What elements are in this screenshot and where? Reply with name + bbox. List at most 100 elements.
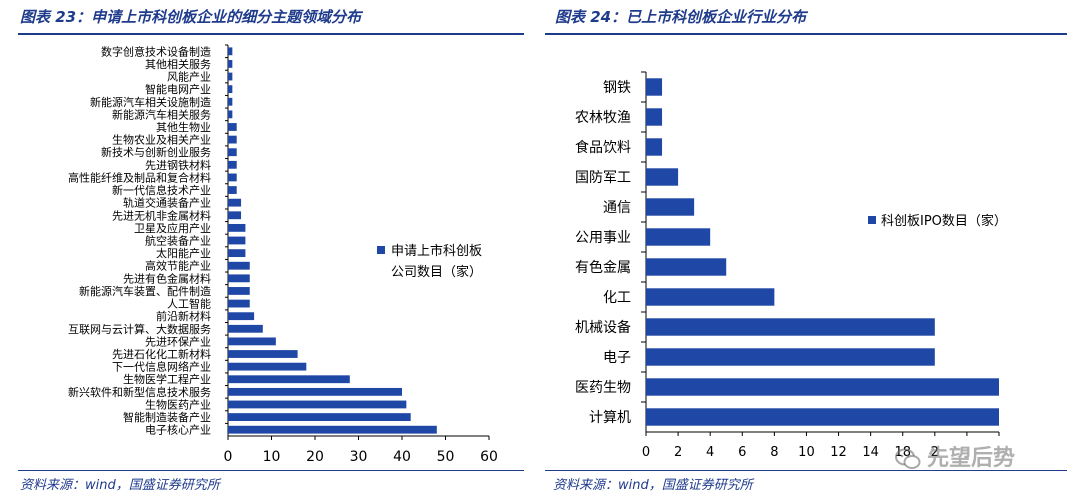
left-source-note: 资料来源：wind，国盛证券研究所 (20, 478, 220, 493)
left-category-label: 生物农业及相关产业 (112, 133, 211, 147)
left-category-label: 卫星及应用产业 (134, 221, 211, 235)
right-x-tick-label: 10 (798, 445, 815, 460)
wechat-icon (895, 448, 921, 469)
left-category-label: 人工智能 (167, 297, 211, 311)
right-bar-12 (646, 408, 999, 426)
left-bar-22 (228, 312, 255, 321)
left-bar-27 (228, 375, 350, 384)
right-legend-swatch (868, 216, 876, 224)
left-category-label: 太阳能产业 (156, 246, 211, 260)
right-category-label: 电子 (603, 350, 631, 366)
right-legend-label: 科创板IPO数目（家） (881, 213, 1007, 229)
left-category-label: 先进无机非金属材料 (112, 208, 211, 222)
left-category-label: 高效节能产业 (145, 259, 211, 273)
left-category-label: 生物医药产业 (145, 397, 211, 411)
left-category-label: 电子核心产业 (145, 423, 211, 437)
left-bar-20 (228, 287, 250, 295)
left-category-label: 先进有色金属材料 (123, 271, 211, 285)
left-category-label: 先进钢铁材料 (145, 158, 211, 172)
left-x-tick-label: 40 (393, 449, 411, 465)
left-category-label: 风能产业 (167, 70, 211, 84)
left-category-label: 新兴软件和新型信息技术服务 (68, 385, 211, 399)
right-category-label: 食品饮料 (575, 139, 631, 156)
left-legend-swatch (377, 246, 385, 254)
left-category-label: 智能制造装备产业 (123, 410, 211, 424)
left-bar-10 (228, 160, 237, 169)
left-source-rule (18, 470, 524, 471)
right-figure: 图表 24：已上市科创板企业行业分布 钢铁 农林牧渔 食品饮料 国防军工 通信 公用事业有… (545, 0, 1080, 503)
left-bar-6 (228, 110, 233, 119)
left-bar-16 (228, 236, 246, 245)
right-x-tick-label: 4 (706, 445, 714, 460)
right-category-label: 国防军工 (575, 170, 631, 186)
right-x-tick-label: 8 (770, 445, 778, 460)
left-category-label: 前沿新材料 (156, 309, 211, 323)
left-x-tick-label: 50 (437, 449, 455, 465)
right-category-label: 有色金属 (575, 259, 631, 276)
left-category-label: 其他生物业 (156, 120, 211, 134)
left-bar-12 (228, 186, 237, 194)
right-category-label: 机械设备 (575, 319, 631, 336)
left-bar-14 (228, 211, 242, 220)
left-bar-9 (228, 148, 237, 157)
right-category-label: 通信 (603, 200, 631, 216)
left-bar-17 (228, 249, 246, 258)
right-category-label: 钢铁 (603, 80, 631, 96)
left-category-label: 轨道交通装备产业 (123, 196, 211, 210)
left-category-label: 新能源汽车相关设施制造 (90, 95, 211, 109)
left-bar-31 (228, 425, 437, 434)
left-category-label: 先进环保产业 (145, 334, 211, 348)
right-x-tick-label: 2 (931, 445, 939, 460)
left-bar-4 (228, 85, 233, 94)
left-x-tick-label: 60 (480, 449, 498, 465)
left-bar-23 (228, 324, 263, 333)
right-category-label: 医药生物 (575, 380, 631, 396)
left-bar-1 (228, 47, 233, 56)
left-category-label: 生物医学工程产业 (123, 372, 211, 386)
left-bar-3 (228, 72, 233, 81)
right-category-label: 农林牧渔 (575, 110, 631, 126)
right-bar-3 (646, 138, 663, 156)
right-source-rule (545, 470, 1067, 471)
left-category-label: 互联网与云计算、大数据服务 (68, 322, 211, 336)
left-category-label: 数字创意技术设备制造 (101, 44, 211, 58)
left-bar-18 (228, 261, 250, 270)
left-x-tick-label: 30 (350, 449, 368, 465)
left-category-label: 高性能纤维及制品和复合材料 (68, 170, 211, 184)
right-category-label: 计算机 (589, 410, 631, 426)
left-bar-13 (228, 198, 242, 207)
left-bar-30 (228, 413, 411, 421)
left-title-rule (18, 33, 524, 35)
left-category-label: 新能源汽车相关服务 (112, 107, 211, 121)
left-bar-26 (228, 362, 307, 371)
left-category-label: 新能源汽车装置、配件制造 (79, 284, 211, 298)
left-bar-28 (228, 387, 402, 396)
left-category-label: 智能电网产业 (145, 82, 211, 96)
left-bar-7 (228, 123, 237, 131)
left-bar-24 (228, 337, 276, 346)
right-bar-6 (646, 228, 711, 246)
right-bar-8 (646, 288, 775, 306)
left-bar-chart: 数字创意技术设备制造其他相关服务风能产业智能电网产业新能源汽车相关设施制造新能源… (68, 44, 498, 465)
right-source-note: 资料来源：wind，国盛证券研究所 (553, 478, 753, 493)
right-bar-7 (646, 258, 727, 276)
left-bar-29 (228, 400, 407, 409)
right-bar-5 (646, 198, 695, 216)
left-x-tick-label: 20 (306, 449, 324, 465)
left-x-tick-label: 0 (224, 449, 233, 465)
left-category-label: 下一代信息网络产业 (112, 360, 211, 374)
right-bar-2 (646, 108, 663, 126)
watermark-text: 先望后势 (927, 446, 1016, 471)
right-x-tick-label: 12 (830, 445, 847, 460)
right-x-tick-label: 14 (862, 445, 879, 460)
left-bar-21 (228, 299, 250, 308)
left-category-label: 新一代信息技术产业 (112, 183, 211, 197)
watermark: 先望后势 (895, 440, 1015, 472)
left-category-label: 航空装备产业 (145, 234, 211, 248)
left-category-label: 新技术与创新创业服务 (101, 145, 211, 159)
right-x-tick-label: 6 (738, 445, 746, 460)
left-bar-11 (228, 173, 237, 182)
left-bar-25 (228, 350, 298, 358)
left-bar-5 (228, 97, 233, 106)
